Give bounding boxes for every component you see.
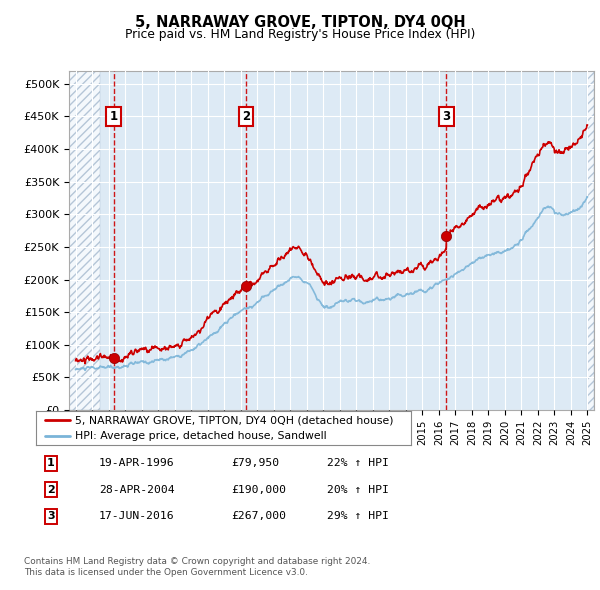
Text: 2: 2 bbox=[242, 110, 250, 123]
Text: 29% ↑ HPI: 29% ↑ HPI bbox=[327, 512, 389, 521]
Point bbox=[241, 281, 251, 291]
Point bbox=[442, 231, 451, 241]
Text: Contains HM Land Registry data © Crown copyright and database right 2024.: Contains HM Land Registry data © Crown c… bbox=[24, 557, 370, 566]
Text: 17-JUN-2016: 17-JUN-2016 bbox=[99, 512, 175, 521]
Text: 19-APR-1996: 19-APR-1996 bbox=[99, 458, 175, 468]
Text: 28-APR-2004: 28-APR-2004 bbox=[99, 485, 175, 494]
Text: 22% ↑ HPI: 22% ↑ HPI bbox=[327, 458, 389, 468]
Text: This data is licensed under the Open Government Licence v3.0.: This data is licensed under the Open Gov… bbox=[24, 568, 308, 577]
Text: HPI: Average price, detached house, Sandwell: HPI: Average price, detached house, Sand… bbox=[76, 431, 327, 441]
Bar bbox=[587, 71, 594, 410]
Text: £267,000: £267,000 bbox=[231, 512, 286, 521]
Text: 20% ↑ HPI: 20% ↑ HPI bbox=[327, 485, 389, 494]
Point bbox=[109, 353, 118, 363]
Text: 5, NARRAWAY GROVE, TIPTON, DY4 0QH (detached house): 5, NARRAWAY GROVE, TIPTON, DY4 0QH (deta… bbox=[76, 415, 394, 425]
Text: 3: 3 bbox=[47, 512, 55, 521]
Text: 1: 1 bbox=[47, 458, 55, 468]
Text: £79,950: £79,950 bbox=[231, 458, 279, 468]
Text: Price paid vs. HM Land Registry's House Price Index (HPI): Price paid vs. HM Land Registry's House … bbox=[125, 28, 475, 41]
Text: £190,000: £190,000 bbox=[231, 485, 286, 494]
Text: 1: 1 bbox=[110, 110, 118, 123]
Text: 3: 3 bbox=[442, 110, 451, 123]
Text: 2: 2 bbox=[47, 485, 55, 494]
Bar bbox=[69, 71, 100, 410]
Text: 5, NARRAWAY GROVE, TIPTON, DY4 0QH: 5, NARRAWAY GROVE, TIPTON, DY4 0QH bbox=[134, 15, 466, 30]
